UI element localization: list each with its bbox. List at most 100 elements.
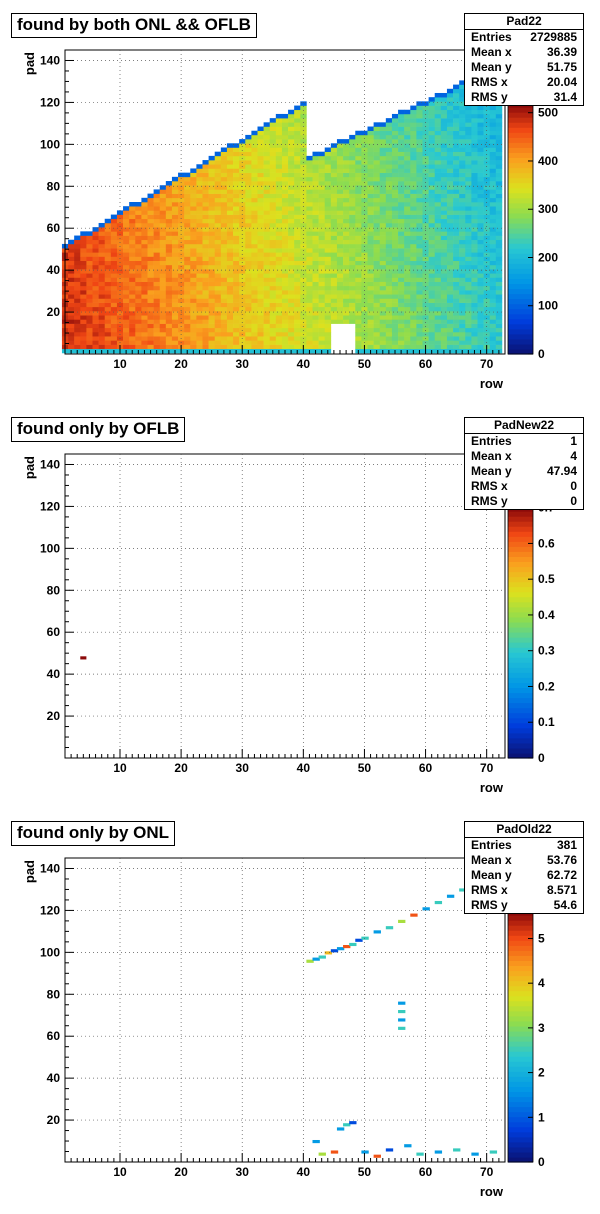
heatmap-plot: 10 20 30 40 50 60 7020406080100120140rowpad010…: [22, 49, 558, 391]
heatmap-cell: [446, 172, 454, 178]
heatmap-cell: [361, 176, 368, 182]
heatmap-cell: [257, 319, 264, 324]
stats-entries: Entries 381: [471, 838, 577, 852]
heatmap-cell: [184, 273, 191, 278]
heatmap-cell: [86, 336, 93, 341]
heatmap-cell: [208, 302, 216, 308]
heatmap-cell: [453, 252, 460, 257]
heatmap-cell: [190, 344, 197, 350]
heatmap-cell: [459, 252, 466, 257]
heatmap-cell: [245, 176, 252, 182]
heatmap-cell: [171, 206, 179, 211]
heatmap-cell: [135, 222, 142, 228]
heatmap-cell: [294, 290, 301, 295]
heatmap-cell: [434, 126, 442, 132]
heatmap-cell: [257, 214, 264, 220]
heatmap-cell: [373, 340, 381, 345]
heatmap-cell: [257, 323, 264, 329]
heatmap-cell: [171, 344, 179, 350]
heatmap-cell: [416, 176, 423, 182]
heatmap-cell: [214, 227, 222, 232]
heatmap-cell: [336, 302, 344, 308]
heatmap-cell: [355, 210, 362, 215]
heatmap-cell: [489, 336, 497, 341]
heatmap-cell: [483, 294, 491, 299]
heatmap-cell: [440, 243, 448, 249]
heatmap-cell: [398, 155, 405, 161]
colorbar-segment: [508, 920, 533, 926]
heatmap-cell: [208, 306, 216, 312]
heatmap-cell: [446, 290, 454, 295]
heatmap-cell: [251, 176, 258, 182]
y-tick-label: 60: [47, 221, 61, 235]
heatmap-cell: [147, 202, 154, 207]
heatmap-cell: [398, 185, 405, 190]
heatmap-cell: [391, 222, 399, 228]
heatmap-cell: [343, 189, 350, 194]
heatmap-cell: [171, 239, 179, 245]
heatmap-cell: [434, 113, 442, 119]
heatmap-cell: [257, 235, 264, 241]
heatmap-cell: [202, 239, 209, 245]
heatmap-cell: [226, 218, 234, 224]
heatmap-cell: [453, 218, 460, 224]
heatmap-cell: [165, 185, 173, 190]
heatmap-cell: [330, 1150, 339, 1154]
heatmap-cell: [422, 113, 429, 119]
heatmap-cell: [104, 256, 112, 262]
heatmap-cell: [367, 214, 374, 220]
heatmap-cell: [294, 298, 301, 303]
heatmap-cell: [318, 269, 326, 274]
heatmap-cell: [214, 222, 222, 228]
heatmap-cell: [312, 285, 319, 291]
heatmap-cell: [269, 290, 277, 295]
heatmap-cell: [336, 264, 344, 270]
heatmap-cell: [343, 181, 350, 186]
heatmap-cell: [159, 290, 167, 295]
heatmap-cell: [404, 160, 411, 165]
colorbar-segment: [508, 667, 533, 673]
heatmap-cell: [404, 252, 411, 257]
heatmap-cell: [446, 323, 454, 329]
heatmap-cell: [495, 105, 503, 111]
heatmap-cell: [184, 227, 191, 232]
heatmap-cell: [373, 285, 381, 291]
heatmap-cell: [379, 197, 387, 203]
heatmap-cell: [385, 327, 393, 333]
heatmap-cell: [159, 193, 167, 199]
heatmap-cell: [257, 176, 264, 182]
heatmap-cell: [422, 109, 429, 115]
heatmap-cell: [208, 281, 216, 287]
heatmap-cell: [214, 340, 222, 345]
heatmap-cell: [440, 147, 448, 152]
heatmap-cell: [257, 151, 264, 157]
heatmap-cell: [367, 222, 374, 228]
heatmap-cell: [495, 160, 503, 165]
heatmap-cell: [239, 193, 246, 199]
heatmap-cell: [202, 260, 209, 266]
heatmap-cell: [367, 298, 374, 303]
heatmap-cell: [459, 168, 466, 173]
heatmap-cell: [416, 256, 423, 262]
heatmap-cell: [361, 202, 368, 207]
heatmap-cell: [434, 172, 442, 178]
heatmap-cell: [220, 185, 228, 190]
heatmap-cell: [178, 269, 185, 274]
heatmap-cell: [208, 331, 216, 337]
heatmap-cell: [147, 336, 154, 341]
heatmap-cell: [233, 273, 240, 278]
stats-rms-y: RMS y 54.6: [471, 898, 577, 912]
heatmap-cell: [465, 210, 472, 215]
heatmap-cell: [422, 281, 429, 287]
heatmap-cell: [190, 319, 197, 324]
heatmap-cell: [343, 143, 350, 148]
heatmap-cell: [330, 256, 338, 262]
heatmap-cell: [459, 122, 466, 127]
heatmap-cell: [446, 185, 454, 190]
heatmap-cell: [202, 344, 209, 350]
heatmap-cell: [440, 235, 448, 241]
colorbar-tick-label: 100: [538, 299, 558, 313]
heatmap-cell: [385, 181, 393, 186]
heatmap-cell: [336, 281, 344, 287]
heatmap-cell: [288, 139, 295, 144]
